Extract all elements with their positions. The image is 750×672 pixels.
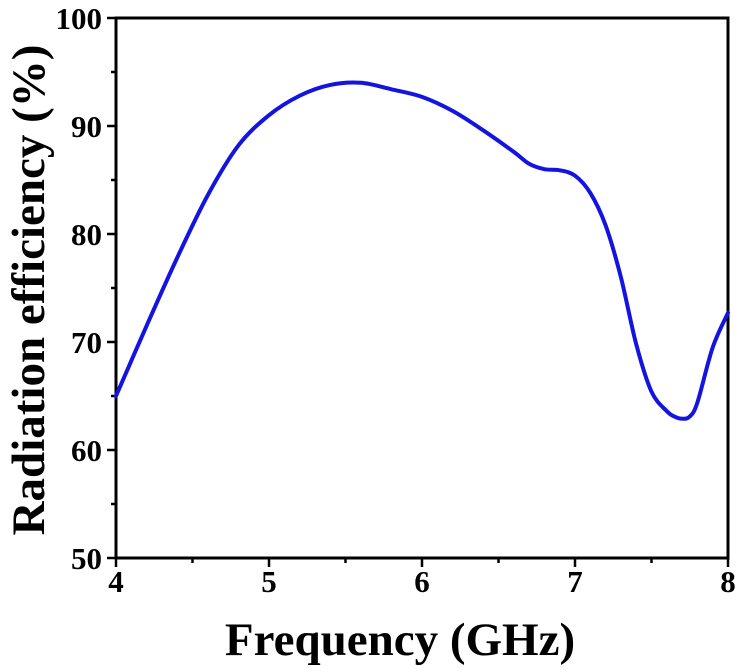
x-tick-label: 4 xyxy=(108,564,124,599)
y-tick-label: 60 xyxy=(71,433,102,468)
series-line xyxy=(114,80,730,421)
x-tick-label: 6 xyxy=(414,564,430,599)
axis-ticks xyxy=(107,16,730,567)
y-tick-label: 80 xyxy=(71,217,102,252)
y-tick-label: 50 xyxy=(71,541,102,576)
x-tick-label: 7 xyxy=(567,564,583,599)
tick-labels: 4 5 6 7 8 50 60 70 80 90 100 xyxy=(56,1,736,599)
x-axis-title: Frequency (GHz) xyxy=(225,614,575,666)
x-tick-label: 5 xyxy=(261,564,277,599)
y-axis-title: Radiation efficiency (%) xyxy=(3,45,55,536)
y-tick-label: 90 xyxy=(71,109,102,144)
y-tick-label: 100 xyxy=(56,1,103,36)
y-tick-label: 70 xyxy=(71,325,102,360)
plot-frame xyxy=(114,16,730,560)
x-tick-label: 8 xyxy=(720,564,736,599)
